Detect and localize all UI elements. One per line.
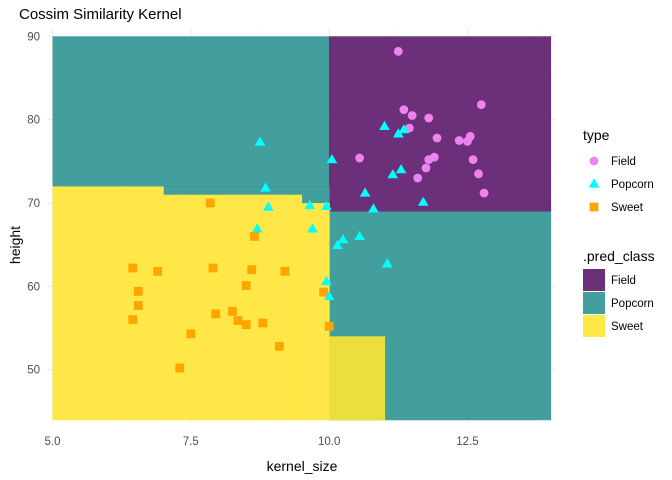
point-sweet [258, 318, 268, 328]
point-field [407, 111, 417, 120]
point-field [421, 163, 431, 173]
region-field [329, 36, 552, 212]
point-field [454, 136, 464, 145]
legend-label: Field [611, 275, 636, 287]
region-sweet [52, 186, 164, 421]
point-sweet [133, 301, 143, 310]
point-popcorn [379, 120, 390, 130]
point-sweet [175, 363, 185, 373]
point-sweet [133, 286, 143, 296]
point-popcorn [260, 182, 271, 192]
x-tick-label: 10.0 [318, 436, 340, 448]
legend-key-sweet [589, 202, 599, 212]
point-popcorn [307, 223, 318, 233]
legend-label: Popcorn [611, 298, 654, 310]
y-tick-label: 60 [27, 281, 40, 293]
point-sweet [208, 263, 218, 273]
legends: type Field Popcorn Sweet .pred_class Field Pop… [583, 127, 655, 337]
point-popcorn [323, 290, 335, 300]
point-popcorn [251, 223, 263, 233]
point-field [463, 136, 472, 146]
point-popcorn [332, 239, 343, 250]
x-axis-ticks: 5.0 7.5 10.0 12.5 [45, 436, 479, 448]
point-sweet [241, 320, 251, 330]
legend-key-popcorn [583, 292, 605, 314]
x-tick-label: 7.5 [183, 436, 199, 448]
point-sweet [280, 266, 290, 276]
y-tick-label: 80 [27, 115, 40, 127]
point-popcorn [381, 258, 393, 268]
point-sweet [128, 263, 138, 273]
y-axis-ticks: 50 60 70 80 90 [27, 31, 40, 376]
x-tick-label: 12.5 [456, 436, 478, 448]
point-field [393, 46, 403, 56]
point-field [424, 155, 434, 165]
point-sweet [274, 341, 284, 351]
point-field [479, 188, 489, 198]
point-popcorn [337, 234, 349, 244]
legend-label: Sweet [611, 321, 644, 333]
point-popcorn [393, 128, 404, 138]
prediction-regions [52, 36, 552, 421]
chart-title: Cossim Similarity Kernel [19, 6, 182, 23]
point-popcorn [326, 154, 338, 164]
legend-label: Sweet [611, 202, 644, 214]
point-field [474, 169, 483, 179]
point-popcorn [321, 275, 332, 285]
point-field [413, 173, 423, 183]
point-field [468, 155, 478, 165]
legend-label: Popcorn [611, 179, 654, 191]
region-popcorn [163, 186, 303, 196]
point-sweet [227, 306, 237, 316]
point-sweet [186, 329, 196, 339]
region-sweet [301, 203, 330, 421]
region-popcorn [301, 186, 330, 204]
point-sweet [319, 287, 329, 297]
legend-key-popcorn [588, 178, 600, 188]
y-tick-label: 50 [27, 365, 40, 377]
legend-key-field [583, 269, 605, 291]
point-sweet [247, 265, 257, 275]
point-popcorn [262, 201, 274, 211]
point-popcorn [398, 124, 410, 134]
point-sweet [324, 321, 334, 331]
y-tick-label: 70 [27, 198, 40, 210]
x-tick-label: 5.0 [45, 436, 61, 448]
point-popcorn [417, 196, 429, 206]
point-sweet [153, 266, 163, 276]
legend-title: type [583, 127, 610, 143]
x-axis-title: kernel_size [267, 458, 338, 474]
legend-label: Field [611, 156, 636, 168]
point-field [355, 153, 364, 163]
point-sweet [205, 198, 215, 208]
point-popcorn [359, 187, 371, 197]
point-popcorn [321, 200, 332, 210]
point-popcorn [387, 169, 399, 179]
point-sweet [128, 315, 138, 325]
point-popcorn [304, 199, 316, 210]
point-popcorn [254, 136, 266, 146]
legend-title: .pred_class [583, 248, 655, 264]
point-popcorn [354, 230, 365, 240]
y-tick-label: 90 [27, 31, 40, 43]
point-field [476, 100, 486, 110]
point-sweet [250, 231, 259, 241]
point-sweet [211, 309, 221, 319]
legend-key-field [589, 156, 599, 166]
point-field [399, 105, 409, 115]
point-sweet [241, 281, 251, 290]
region-popcorn [52, 36, 330, 187]
region-sweet [329, 336, 386, 421]
y-axis-title: height [7, 226, 23, 264]
point-field [424, 113, 434, 123]
point-field [432, 133, 442, 143]
legend-key-sweet [583, 315, 605, 337]
point-popcorn [395, 164, 407, 174]
point-sweet [233, 316, 243, 325]
data-points [128, 46, 489, 373]
point-popcorn [368, 203, 379, 213]
